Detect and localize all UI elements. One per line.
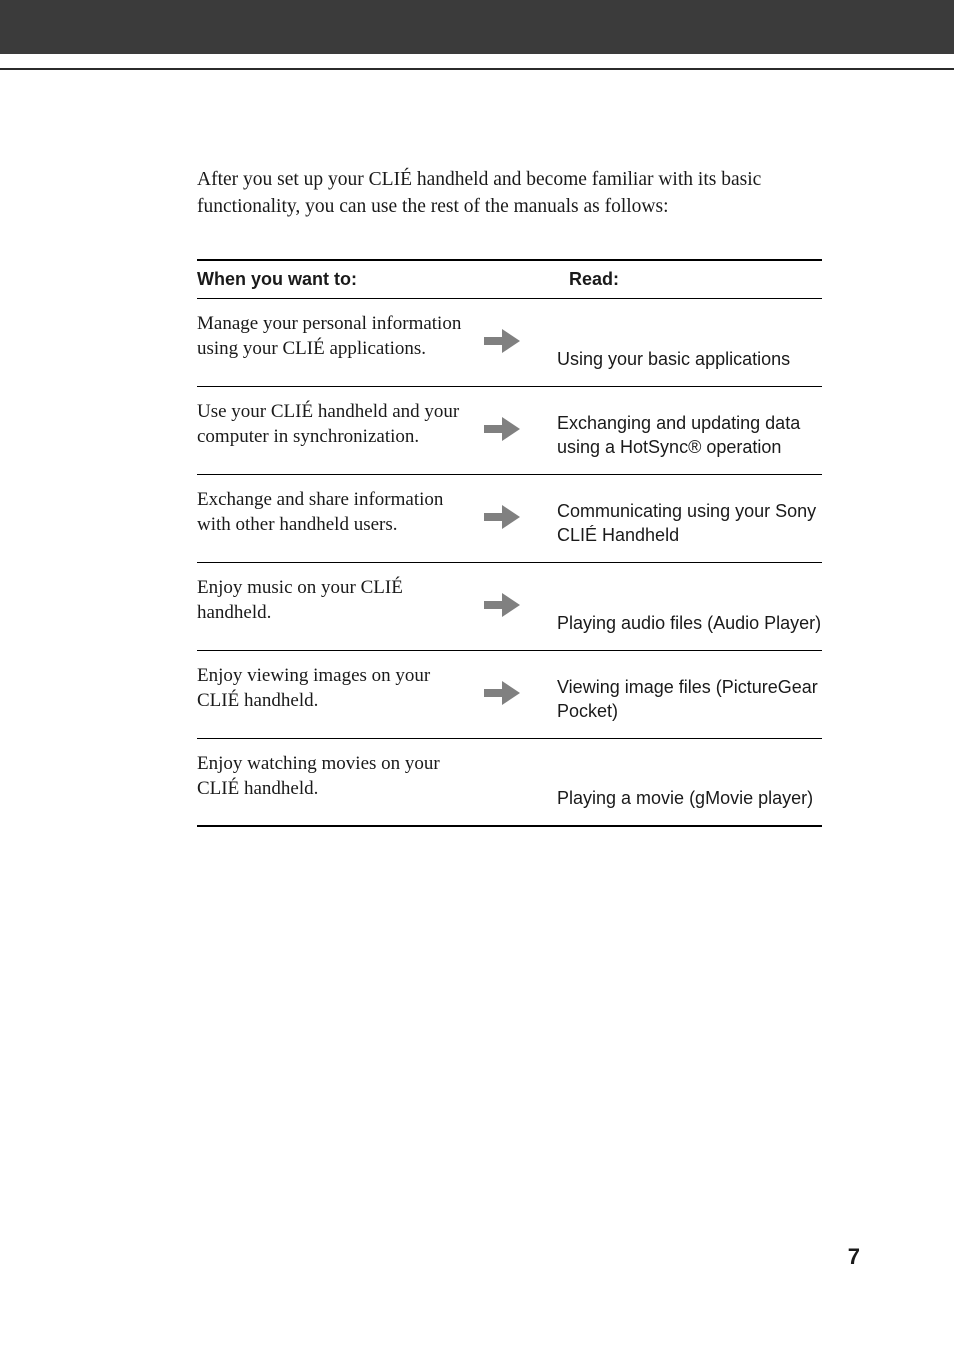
row-read-text: Playing a movie (gMovie player): [537, 786, 822, 812]
row-when-text: Use your CLIÉ handheld and your computer…: [197, 397, 467, 450]
arrow-icon: [482, 678, 522, 708]
row-read-text: Playing audio files (Audio Player): [537, 611, 822, 637]
table-row: Exchange and share information with othe…: [197, 475, 822, 563]
row-arrow-cell: [467, 678, 537, 708]
row-arrow-cell: [467, 326, 537, 356]
row-read-text: Viewing image files (PictureGear Pocket): [537, 675, 822, 726]
table-row: Use your CLIÉ handheld and your computer…: [197, 387, 822, 475]
row-arrow-cell: [467, 502, 537, 532]
row-when-text: Enjoy music on your CLIÉ handheld.: [197, 573, 467, 626]
top-bar: [0, 0, 954, 54]
row-arrow-cell: [467, 590, 537, 620]
arrow-icon: [482, 502, 522, 532]
row-when-text: Enjoy viewing images on your CLIÉ handhe…: [197, 661, 467, 714]
row-arrow-cell: [467, 414, 537, 444]
table-header: When you want to: Read:: [197, 259, 822, 299]
arrow-icon: [482, 414, 522, 444]
row-read-text: Exchanging and updating data using a Hot…: [537, 411, 822, 462]
row-when-text: Exchange and share information with othe…: [197, 485, 467, 538]
table-body: Manage your personal information using y…: [197, 299, 822, 827]
row-read-text: Communicating using your Sony CLIÉ Handh…: [537, 499, 822, 550]
page-content: After you set up your CLIÉ handheld and …: [0, 70, 954, 827]
header-read: Read:: [467, 269, 619, 290]
header-when: When you want to:: [197, 269, 467, 290]
row-when-text: Manage your personal information using y…: [197, 309, 467, 362]
arrow-icon: [482, 326, 522, 356]
table-row: Enjoy music on your CLIÉ handheld. Playin…: [197, 563, 822, 651]
table-row: Manage your personal information using y…: [197, 299, 822, 387]
row-read-text: Using your basic applications: [537, 347, 822, 373]
row-when-text: Enjoy watching movies on your CLIÉ handh…: [197, 749, 467, 802]
table-row: Enjoy viewing images on your CLIÉ handhe…: [197, 651, 822, 739]
reference-table: When you want to: Read: Manage your pers…: [197, 259, 822, 827]
intro-paragraph: After you set up your CLIÉ handheld and …: [197, 166, 822, 221]
page-number: 7: [848, 1244, 860, 1270]
arrow-icon: [482, 590, 522, 620]
table-row: Enjoy watching movies on your CLIÉ handh…: [197, 739, 822, 827]
